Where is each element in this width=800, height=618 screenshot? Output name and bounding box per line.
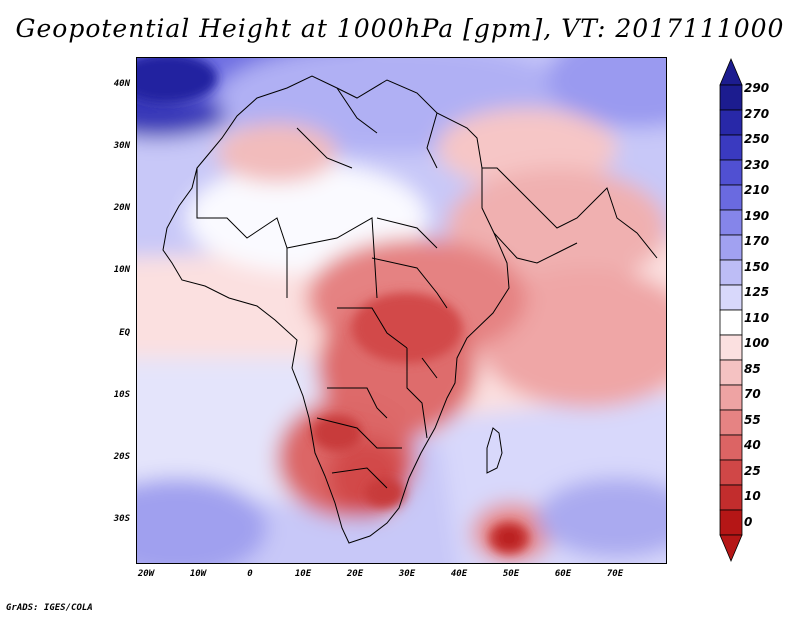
lat-label-10n: 10N xyxy=(113,265,130,275)
lon-label-20e: 20E xyxy=(346,569,364,579)
map-panel xyxy=(136,57,667,564)
legend-label: 25 xyxy=(744,464,761,478)
legend-arrow-bottom xyxy=(719,534,743,563)
legend-label: 10 xyxy=(744,489,761,503)
legend-swatch xyxy=(719,259,743,286)
lat-label-40n: 40N xyxy=(113,79,130,89)
legend-swatch xyxy=(719,234,743,261)
legend-swatch xyxy=(719,184,743,211)
legend-swatch xyxy=(719,359,743,386)
legend-label: 270 xyxy=(744,107,770,121)
legend-label: 100 xyxy=(744,336,770,350)
legend-label: 170 xyxy=(744,234,770,248)
chart-title: Geopotential Height at 1000hPa [gpm], VT… xyxy=(15,14,785,43)
legend-label: 290 xyxy=(744,81,770,95)
legend-swatch xyxy=(719,459,743,486)
legend-swatch xyxy=(719,384,743,411)
lat-label-eq: EQ xyxy=(119,328,130,338)
legend-arrow-top xyxy=(719,57,743,86)
legend-label: 85 xyxy=(744,362,761,376)
legend-label: 230 xyxy=(744,158,770,172)
legend-swatch xyxy=(719,159,743,186)
legend-label: 110 xyxy=(744,311,770,325)
lat-label-20n: 20N xyxy=(113,203,130,213)
lon-label-0: 0 xyxy=(247,569,253,579)
legend-swatch xyxy=(719,484,743,511)
lon-label-50e: 50E xyxy=(502,569,520,579)
map-plot xyxy=(137,58,666,563)
legend-label: 250 xyxy=(744,132,770,146)
lon-label-30e: 30E xyxy=(398,569,416,579)
legend-label: 190 xyxy=(744,209,770,223)
legend-label: 70 xyxy=(744,387,761,401)
legend-label: 210 xyxy=(744,183,770,197)
legend-label: 0 xyxy=(744,515,753,529)
legend-label: 125 xyxy=(744,285,770,299)
lon-label-20w: 20W xyxy=(137,569,155,579)
lon-label-10w: 10W xyxy=(189,569,207,579)
legend-swatch xyxy=(719,334,743,361)
legend-swatch xyxy=(719,284,743,311)
legend-label: 40 xyxy=(744,438,761,452)
footer-credit: GrADS: IGES/COLA xyxy=(6,603,93,613)
legend-swatch xyxy=(719,409,743,436)
legend-swatch xyxy=(719,109,743,136)
color-legend xyxy=(719,57,743,563)
legend-label: 150 xyxy=(744,260,770,274)
legend-swatch xyxy=(719,209,743,236)
lat-label-20s: 20S xyxy=(113,452,130,462)
legend-swatch xyxy=(719,84,743,111)
legend-label: 55 xyxy=(744,413,761,427)
legend-swatch xyxy=(719,509,743,536)
legend-swatch xyxy=(719,309,743,336)
lat-label-30n: 30N xyxy=(113,141,130,151)
lon-label-70e: 70E xyxy=(606,569,624,579)
lon-label-40e: 40E xyxy=(450,569,468,579)
lon-label-60e: 60E xyxy=(554,569,572,579)
lat-label-30s: 30S xyxy=(113,514,130,524)
legend-swatch xyxy=(719,134,743,161)
coastlines xyxy=(162,75,658,544)
legend-swatch xyxy=(719,434,743,461)
height-field-detail xyxy=(137,58,529,554)
lon-label-10e: 10E xyxy=(294,569,312,579)
lat-label-10s: 10S xyxy=(113,390,130,400)
